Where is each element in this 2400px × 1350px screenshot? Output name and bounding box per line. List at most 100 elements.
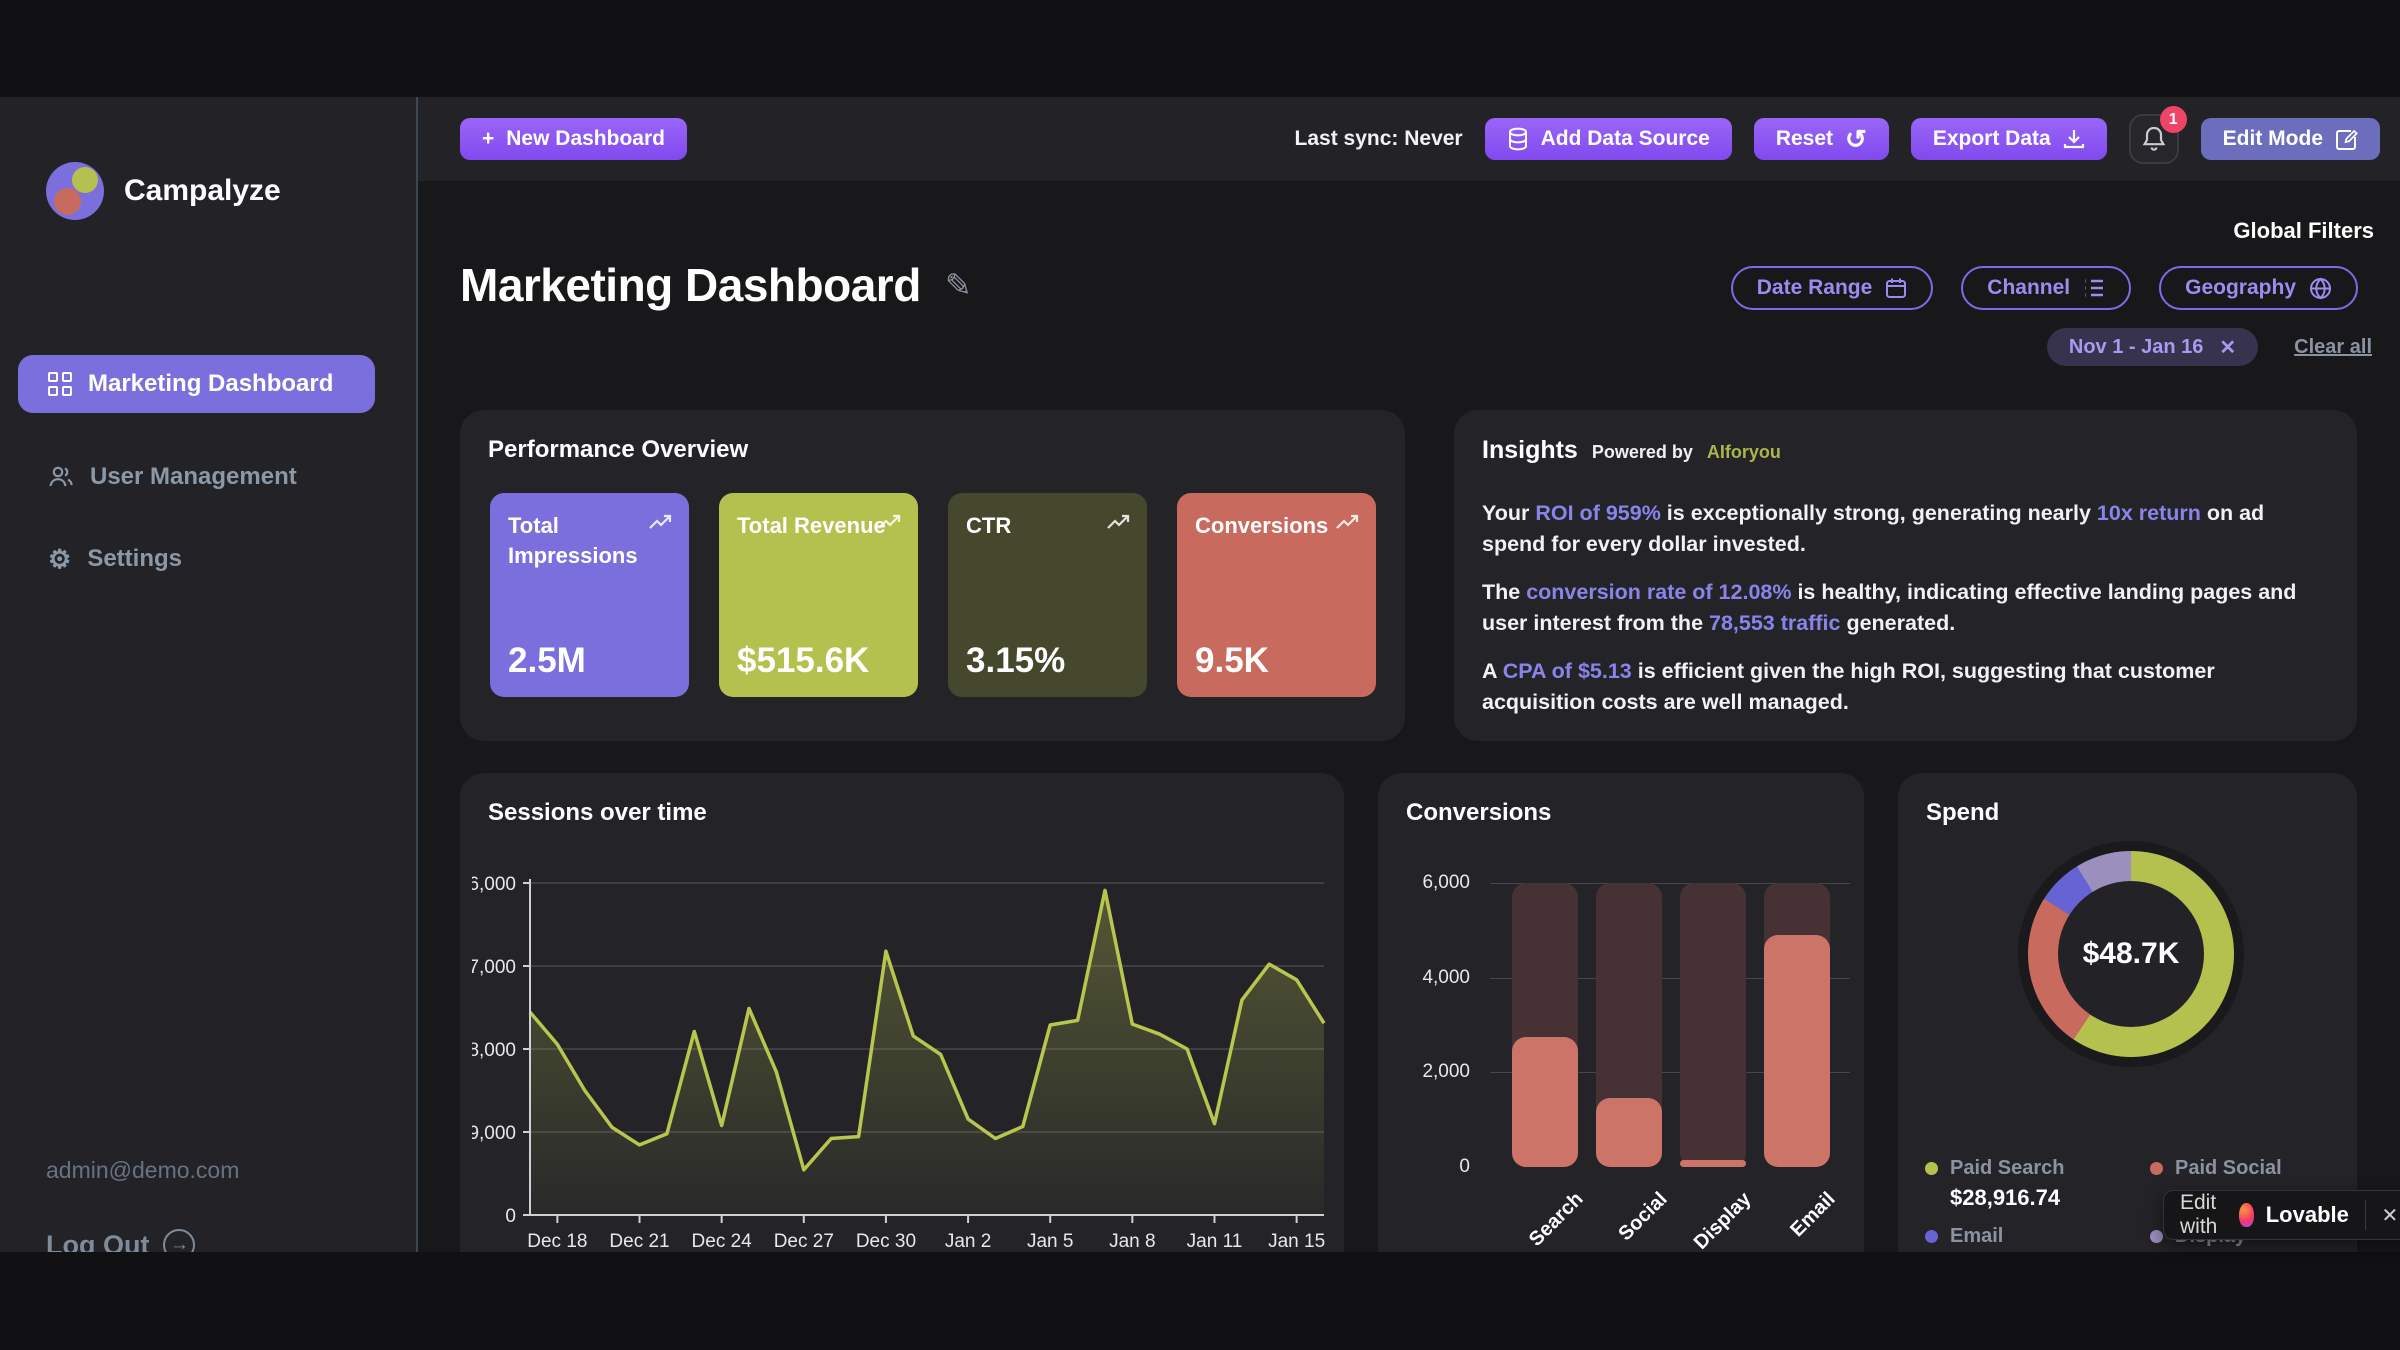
clear-all-filters-link[interactable]: Clear all (2294, 335, 2372, 358)
performance-overview-card: Performance Overview Total Impressions 2… (460, 410, 1405, 741)
svg-text:27,000: 27,000 (472, 957, 516, 978)
bell-icon (2142, 126, 2165, 151)
legend-item-email[interactable]: Email (1925, 1225, 2003, 1248)
sessions-line-chart[interactable]: 0 9,000 18,000 27,000 36,000 Dec 18 Dec 21 Dec … (472, 857, 1346, 1267)
globe-icon (2310, 277, 2331, 299)
legend-item-paid-search[interactable]: Paid Search (1925, 1157, 2065, 1180)
trending-up-icon (878, 514, 901, 529)
channel-filter-button[interactable]: Channel (1961, 266, 2132, 310)
display-dot-icon (2150, 1230, 2163, 1243)
svg-text:Jan 5: Jan 5 (1027, 1231, 1073, 1252)
chip-close-icon[interactable]: ✕ (2219, 336, 2237, 359)
bar-search[interactable] (1512, 1036, 1578, 1167)
new-dashboard-button[interactable]: + New Dashboard (460, 118, 687, 160)
paid-search-value: $28,916.74 (1950, 1185, 2061, 1210)
insight-highlight: 78,553 traffic (1709, 610, 1841, 635)
insights-card: Insights Powered by AIforyou Your ROI of… (1454, 410, 2357, 741)
insights-powered-by: Powered by (1591, 442, 1693, 462)
svg-text:Jan 15: Jan 15 (1268, 1231, 1325, 1252)
insight-text: Your (1482, 501, 1536, 525)
page-title: Marketing Dashboard (460, 259, 921, 311)
y-axis-label: 6,000 (1422, 872, 1470, 893)
svg-text:18,000: 18,000 (472, 1040, 516, 1061)
date-range-filter-button[interactable]: Date Range (1730, 266, 1934, 310)
insight-text: is healthy, indicating effective landing… (1482, 580, 2297, 635)
conversions-card: Conversions 0 2,000 4,000 6,000 Search Social… (1378, 773, 1864, 1333)
geography-filter-button[interactable]: Geography (2159, 266, 2358, 310)
reset-icon: ↺ (1845, 124, 1867, 154)
conversions-chart-title: Conversions (1406, 799, 1552, 826)
brand-name: Campalyze (124, 174, 281, 207)
active-date-filter-chip[interactable]: Nov 1 - Jan 16 ✕ (2046, 328, 2259, 366)
svg-text:36,000: 36,000 (472, 874, 516, 895)
insight-text: on ad spend for every dollar invested. (1482, 501, 2265, 556)
export-data-button[interactable]: Export Data (1910, 118, 2107, 160)
edit-with-lovable-badge[interactable]: Edit with Lovable ✕ (2163, 1190, 2400, 1240)
spend-chart-title: Spend (1926, 799, 2000, 826)
metric-card-ctr[interactable]: CTR 3.15% (948, 493, 1147, 697)
insight-highlight: CPA of $5.13 (1502, 659, 1632, 684)
edit-title-pencil-icon[interactable]: ✎ (944, 267, 972, 303)
sidebar-item-label: User Management (90, 463, 297, 490)
brand-logo-icon (46, 162, 104, 220)
svg-text:Jan 11: Jan 11 (1187, 1231, 1243, 1252)
brand: Campalyze (46, 162, 281, 220)
y-axis-label: 2,000 (1422, 1061, 1470, 1083)
last-sync-status: Last sync: Never (1294, 127, 1463, 150)
donut-center-value: $48.7K (2082, 937, 2180, 970)
notifications-button[interactable]: 1 (2128, 106, 2187, 164)
badge-close-icon[interactable]: ✕ (2381, 1204, 2399, 1227)
insight-text: is efficient given the high ROI, suggest… (1482, 659, 2215, 714)
sidebar-item-marketing-dashboard[interactable]: Marketing Dashboard (18, 355, 375, 413)
reset-button[interactable]: Reset ↺ (1753, 118, 1889, 160)
svg-text:Dec 21: Dec 21 (609, 1231, 669, 1252)
x-axis-label-social: Social (1614, 1188, 1672, 1246)
conversions-bar-chart[interactable]: 0 2,000 4,000 6,000 Search Social Display Email (1378, 773, 1864, 1333)
spend-card: Spend $48.7K Paid Search $28,916.74 Paid… (1898, 773, 2357, 1333)
user-email: admin@demo.com (46, 1157, 240, 1183)
lovable-heart-icon (2239, 1203, 2254, 1227)
sidebar-item-user-management[interactable]: User Management (18, 455, 375, 499)
bar-track-display (1680, 883, 1746, 1167)
donut-hole: $48.7K (2058, 881, 2204, 1027)
svg-text:Jan 2: Jan 2 (945, 1231, 991, 1252)
sidebar-item-settings[interactable]: ⚙ Settings (18, 537, 375, 581)
notification-badge: 1 (2159, 106, 2187, 133)
email-dot-icon (1925, 1230, 1938, 1243)
spend-donut-chart[interactable]: $48.7K (2018, 841, 2244, 1067)
top-black-bar (0, 0, 2400, 97)
gridline (1490, 883, 1850, 884)
insight-text: is exceptionally strong, generating near… (1660, 501, 2097, 525)
sidebar: Campalyze Marketing Dashboard User Manag… (0, 97, 418, 1261)
metric-card-total-impressions[interactable]: Total Impressions 2.5M (490, 493, 689, 697)
insights-provider: AIforyou (1706, 442, 1781, 462)
metric-card-conversions[interactable]: Conversions 9.5K (1177, 493, 1376, 697)
bottom-black-bar (0, 1252, 2400, 1350)
performance-overview-title: Performance Overview (488, 436, 749, 463)
bar-display[interactable] (1680, 1159, 1746, 1167)
svg-text:Dec 27: Dec 27 (774, 1231, 834, 1252)
insight-text: generated. (1840, 610, 1956, 635)
insight-text: A (1482, 659, 1503, 684)
metric-card-total-revenue[interactable]: Total Revenue $515.6K (719, 493, 918, 697)
trending-up-icon (1336, 514, 1359, 529)
bar-email[interactable] (1764, 935, 1830, 1167)
trending-up-icon (649, 514, 672, 529)
sidebar-item-label: Settings (87, 545, 182, 572)
svg-text:9,000: 9,000 (472, 1123, 516, 1144)
paid-social-dot-icon (2150, 1162, 2163, 1175)
gear-icon: ⚙ (48, 544, 72, 574)
bar-social[interactable] (1596, 1098, 1662, 1167)
users-icon (49, 466, 73, 487)
legend-item-paid-social[interactable]: Paid Social (2150, 1157, 2282, 1180)
x-axis-label-email: Email (1786, 1188, 1840, 1242)
global-filters-label: Global Filters (2233, 218, 2374, 243)
sidebar-item-label: Marketing Dashboard (88, 370, 334, 397)
sessions-over-time-card: Sessions over time 0 9,000 18,000 27,000 36,… (460, 773, 1344, 1333)
add-data-source-button[interactable]: Add Data Source (1484, 118, 1732, 160)
y-axis-label: 0 (1459, 1156, 1470, 1177)
insights-title: Insights (1482, 436, 1578, 464)
insight-highlight: ROI of 959% (1535, 501, 1661, 525)
edit-mode-button[interactable]: Edit Mode (2200, 118, 2380, 160)
sessions-chart-title: Sessions over time (488, 799, 707, 826)
